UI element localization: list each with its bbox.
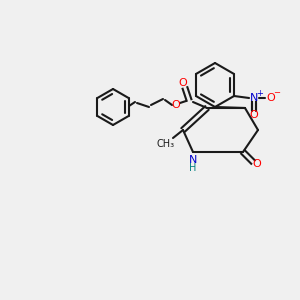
Text: CH₃: CH₃ [157,139,175,149]
Text: N: N [250,93,258,103]
Text: O: O [172,100,180,110]
Text: H: H [189,163,197,173]
Text: O: O [250,110,258,120]
Text: O: O [178,78,188,88]
Text: O: O [267,93,275,103]
Text: −: − [274,88,280,98]
Text: O: O [253,159,261,169]
Text: N: N [189,155,197,165]
Text: +: + [256,88,263,98]
